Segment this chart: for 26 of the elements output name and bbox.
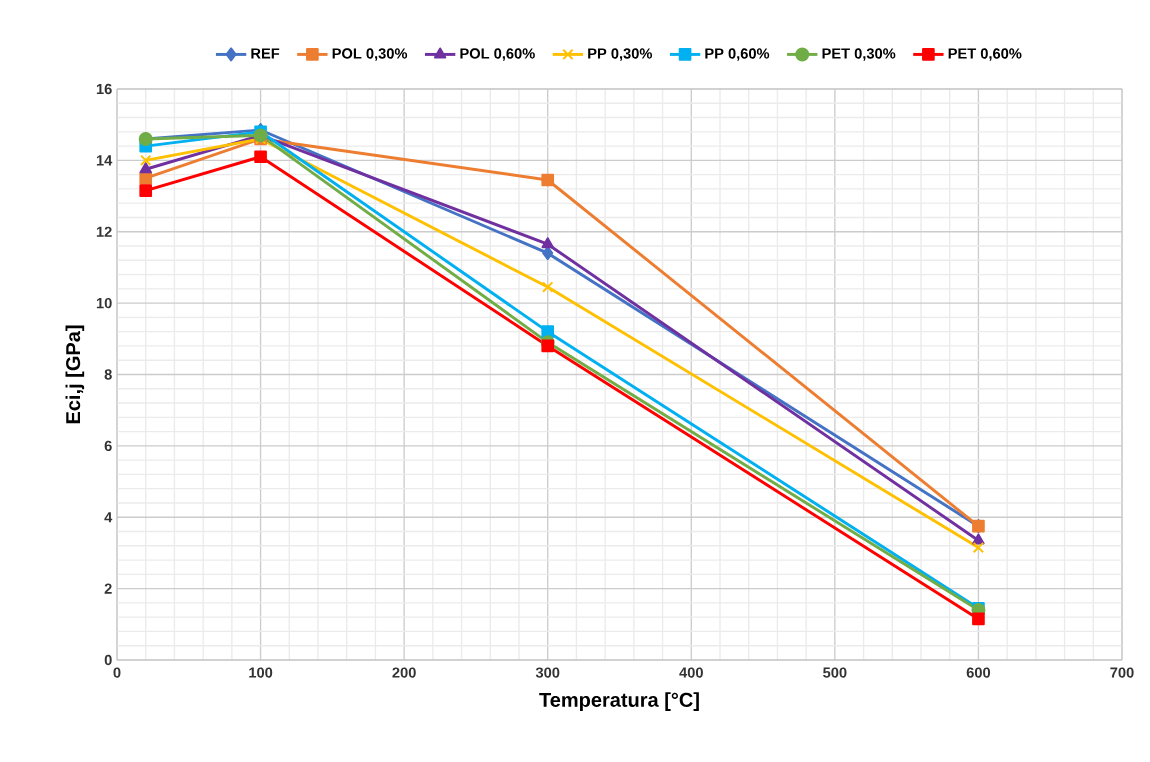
x-axis-title: Temperatura [°C]: [539, 692, 699, 711]
x-tick-label: 200: [392, 667, 416, 678]
x-tick-label: 0: [113, 667, 121, 678]
y-tick-label: 0: [104, 654, 112, 666]
legend-label: POL 0,30%: [332, 48, 408, 61]
x-tick-label: 700: [1110, 667, 1134, 678]
legend-label: PP 0,60%: [705, 48, 770, 61]
x-tick-label: 600: [966, 667, 991, 678]
y-tick-label: 8: [104, 369, 112, 380]
legend-label: POL 0,60%: [460, 48, 535, 61]
y-tick-label: 14: [96, 155, 113, 166]
y-axis-title: Eci,j [GPa]: [65, 325, 85, 424]
y-tick-label: 10: [96, 297, 112, 309]
x-tick-label: 100: [249, 667, 273, 678]
x-tick-label: 300: [535, 667, 560, 678]
legend-label: PET 0,30%: [822, 48, 896, 61]
y-tick-label: 2: [104, 583, 112, 594]
legend-label: PET 0,60%: [948, 48, 1022, 61]
y-tick-label: 6: [104, 440, 112, 452]
y-tick-label: 4: [104, 512, 113, 523]
y-tick-label: 16: [96, 83, 112, 95]
legend-label: PP 0,30%: [588, 48, 653, 61]
legend-label: REF: [251, 48, 280, 59]
y-tick-label: 12: [96, 226, 112, 237]
x-tick-label: 500: [823, 667, 847, 678]
x-tick-label: 400: [679, 667, 703, 678]
